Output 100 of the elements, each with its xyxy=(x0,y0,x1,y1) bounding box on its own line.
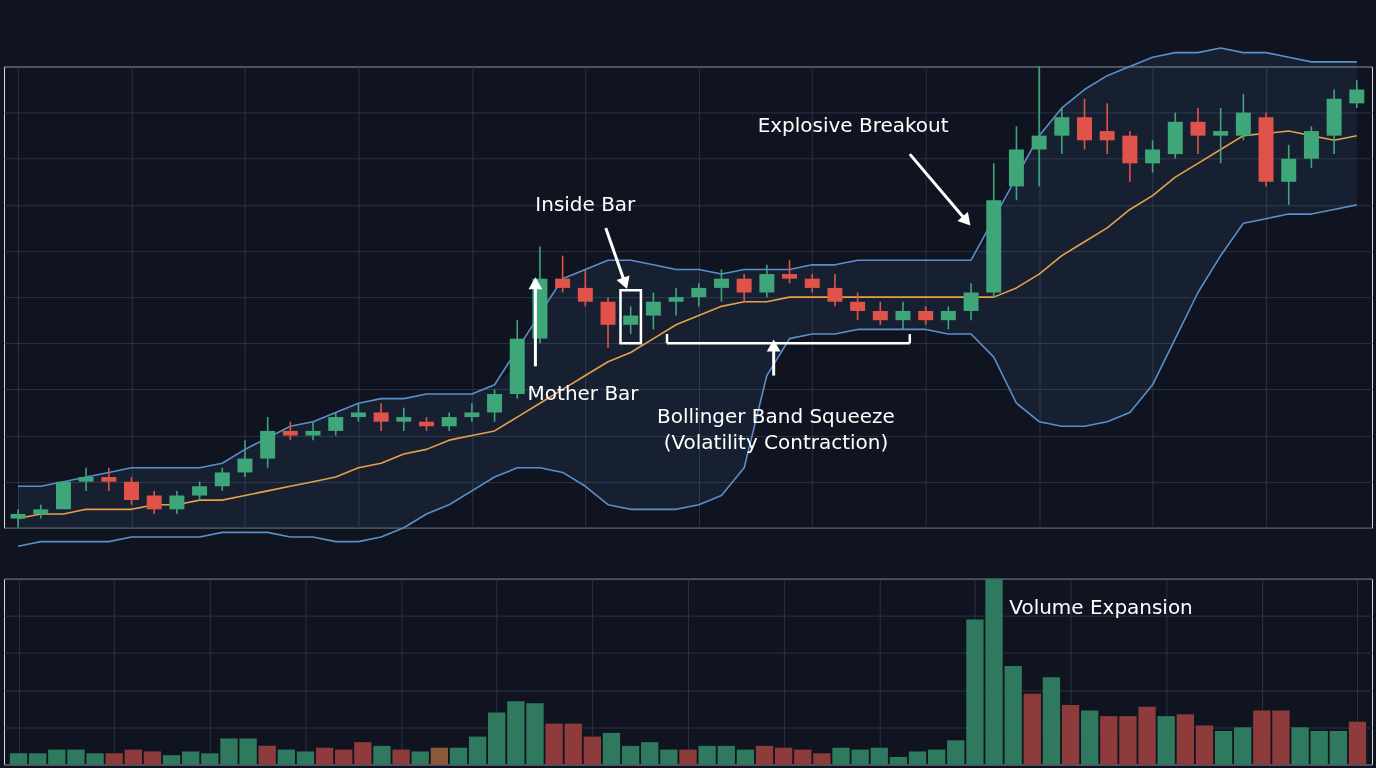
candlestick xyxy=(872,300,888,326)
candlestick xyxy=(78,467,94,492)
candlestick xyxy=(645,291,661,331)
bar xyxy=(564,723,582,765)
candlestick xyxy=(1235,93,1251,142)
bar xyxy=(29,753,47,765)
bar xyxy=(1291,727,1309,765)
candlestick xyxy=(918,305,934,326)
candlestick xyxy=(373,402,389,432)
bar xyxy=(1042,677,1061,765)
bar xyxy=(468,736,487,765)
bar xyxy=(335,749,353,765)
annotation: Volume Expansion xyxy=(1009,595,1193,620)
candlestick xyxy=(282,420,298,441)
bar xyxy=(1253,710,1271,765)
candlestick xyxy=(850,291,866,321)
bar xyxy=(621,745,640,765)
bar xyxy=(736,749,755,765)
bar xyxy=(1234,727,1252,765)
candlestick xyxy=(1213,107,1229,165)
bar xyxy=(201,753,219,765)
candlestick xyxy=(464,402,480,423)
candlestick xyxy=(10,508,26,529)
bar xyxy=(1081,710,1099,765)
candlestick xyxy=(895,300,911,331)
bar xyxy=(373,745,391,765)
candlestick xyxy=(963,282,979,321)
candlestick xyxy=(782,259,798,285)
candlestick xyxy=(305,420,321,441)
bar xyxy=(143,751,162,765)
bar xyxy=(9,753,28,765)
bar xyxy=(545,723,563,765)
candlestick xyxy=(487,388,503,423)
bar xyxy=(641,742,659,765)
bar xyxy=(315,747,334,765)
bar xyxy=(717,745,735,765)
bar xyxy=(1348,721,1367,765)
bar xyxy=(1157,716,1175,765)
bar xyxy=(449,747,468,765)
candlestick xyxy=(1099,102,1115,155)
candlestick xyxy=(827,273,843,308)
bar xyxy=(296,751,315,765)
bar xyxy=(258,745,276,765)
annotation: Inside Bar xyxy=(535,191,637,216)
candlestick xyxy=(1349,79,1365,109)
bar xyxy=(908,751,927,765)
candlestick xyxy=(668,287,684,317)
bar xyxy=(1023,693,1041,765)
candlestick xyxy=(1145,139,1161,174)
candlestick xyxy=(214,467,230,492)
bar xyxy=(277,749,295,765)
bar xyxy=(679,749,697,765)
candlestick xyxy=(691,282,707,308)
bar xyxy=(774,747,793,765)
candlestick xyxy=(124,476,139,506)
candlestick xyxy=(1281,144,1297,206)
bar xyxy=(813,753,831,765)
bar xyxy=(660,749,678,765)
candlestick xyxy=(101,467,117,492)
candlestick xyxy=(328,411,344,437)
candlestick xyxy=(600,296,616,349)
candlestick xyxy=(237,439,253,478)
annotation: Explosive Breakout xyxy=(757,113,949,138)
candlestick xyxy=(1190,107,1206,155)
bar xyxy=(698,745,716,765)
bar xyxy=(1310,731,1328,765)
bar xyxy=(1329,731,1347,765)
candlestick xyxy=(713,268,729,303)
candlestick xyxy=(577,268,593,308)
bar xyxy=(889,757,908,765)
candlestick xyxy=(146,490,162,515)
bar xyxy=(947,740,965,765)
candlestick xyxy=(623,305,639,335)
bar xyxy=(1176,714,1194,765)
bar xyxy=(1100,716,1118,765)
candlestick xyxy=(1077,97,1093,151)
bar xyxy=(124,749,142,765)
candlestick xyxy=(940,305,956,331)
candlestick xyxy=(192,480,208,501)
bar xyxy=(162,755,181,765)
candlestick xyxy=(804,273,820,294)
bar xyxy=(1272,710,1290,765)
candlestick xyxy=(441,411,457,432)
candlestick xyxy=(396,407,412,432)
bar xyxy=(488,712,506,765)
candlestick xyxy=(736,273,752,303)
bar xyxy=(48,749,66,765)
candlestick xyxy=(169,490,185,515)
candlestick xyxy=(1031,65,1047,188)
bar xyxy=(870,747,888,765)
bar xyxy=(392,749,410,765)
bar xyxy=(1195,725,1214,765)
bar xyxy=(583,736,602,765)
candlestick xyxy=(1054,107,1070,155)
bar xyxy=(1214,731,1233,765)
bar xyxy=(755,745,774,765)
bar xyxy=(354,742,372,765)
bar xyxy=(794,749,812,765)
candlestick xyxy=(350,402,366,423)
bar xyxy=(411,751,429,765)
